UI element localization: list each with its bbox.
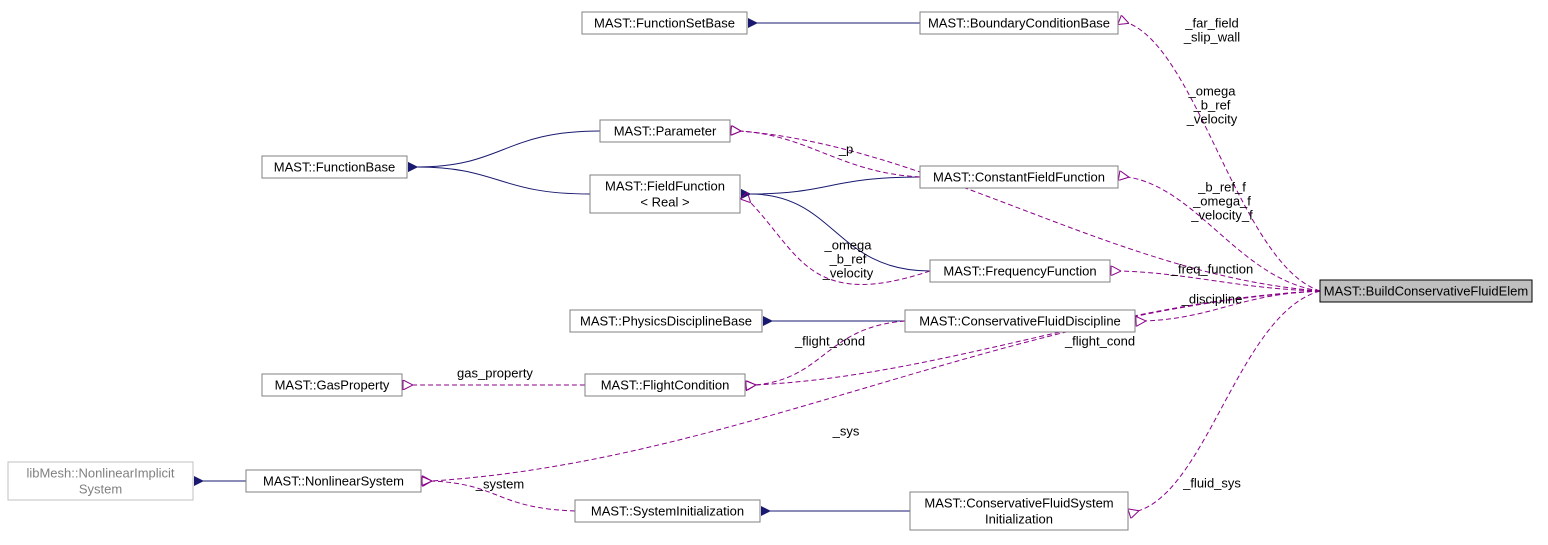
- node-label-libmesh1-1: libMesh::NonlinearImplicit: [26, 465, 174, 480]
- edge-label-build-bcbase-1: _slip_wall: [1183, 29, 1240, 44]
- node-label-ffreal1-1: MAST::FieldFunction: [605, 178, 725, 193]
- edge-label-sysinit-nlsys-0: _system: [475, 476, 524, 491]
- edge-label-build-cfd-0: _discipline: [1181, 291, 1243, 306]
- node-fsbase[interactable]: MAST::FunctionSetBase: [582, 12, 747, 34]
- edge-label-build-bcbase-0: _far_field: [1184, 15, 1238, 30]
- node-label-ffreal1-2: < Real >: [640, 194, 689, 209]
- node-label-cfsi1-1: MAST::ConservativeFluidSystem: [924, 495, 1113, 510]
- edge-label-build-nlsys-0: _sys: [832, 423, 860, 438]
- edge-param-to-fbase: [417, 131, 600, 167]
- node-label-libmesh1-2: System: [79, 481, 122, 496]
- edge-label-build-freqf-0: _freq_function: [1170, 261, 1253, 276]
- node-label-freqf: MAST::FrequencyFunction: [943, 263, 1096, 278]
- edge-label-freqf-ffreal1-1: _b_ref: [829, 251, 867, 266]
- edge-label-cfd-flight-0: _flight_cond: [794, 333, 865, 348]
- node-label-build: MAST::BuildConservativeFluidElem: [1324, 283, 1528, 298]
- node-libmesh1[interactable]: libMesh::NonlinearImplicitSystem: [8, 462, 193, 500]
- edge-label-build-cff-2: _velocity_f: [1190, 207, 1253, 222]
- node-nlsys[interactable]: MAST::NonlinearSystem: [246, 470, 421, 492]
- edge-label-flight-gasprop-0: gas_property: [457, 365, 533, 380]
- node-ffreal1[interactable]: MAST::FieldFunction< Real >: [590, 175, 740, 213]
- nodes-layer: MAST::BuildConservativeFluidElem MAST::Bo…: [8, 12, 1532, 530]
- edge-label-build-cfsi1-0: _fluid_sys: [1182, 475, 1241, 490]
- edge-ffreal1-to-fbase: [417, 167, 590, 194]
- node-bcbase[interactable]: MAST::BoundaryConditionBase: [920, 12, 1118, 34]
- node-build[interactable]: MAST::BuildConservativeFluidElem: [1320, 280, 1532, 302]
- edges-layer: [203, 23, 1320, 511]
- node-pdbase[interactable]: MAST::PhysicsDisciplineBase: [570, 310, 762, 332]
- edge-label-build-cff-1: _omega_f: [1192, 193, 1251, 208]
- edge-label-freqf-ffreal1-0: _omega: [824, 237, 873, 252]
- edge-cff-to-param: [740, 131, 920, 177]
- node-param[interactable]: MAST::Parameter: [600, 120, 730, 142]
- edge-build-to-nlsys: [431, 291, 1320, 481]
- node-cff[interactable]: MAST::ConstantFieldFunction: [920, 166, 1118, 188]
- edge-label-build-param-1: _b_ref: [1193, 97, 1231, 112]
- node-label-nlsys: MAST::NonlinearSystem: [263, 473, 404, 488]
- node-label-fbase: MAST::FunctionBase: [274, 159, 395, 174]
- node-fbase[interactable]: MAST::FunctionBase: [262, 156, 407, 178]
- node-label-bcbase: MAST::BoundaryConditionBase: [928, 15, 1110, 30]
- node-freqf[interactable]: MAST::FrequencyFunction: [930, 260, 1110, 282]
- edge-labels-layer: _far_field_slip_wall_omega_b_ref_velocit…: [457, 15, 1253, 491]
- node-sysinit[interactable]: MAST::SystemInitialization: [575, 500, 760, 522]
- edge-label-build-param-0: _omega: [1188, 83, 1237, 98]
- node-label-fsbase: MAST::FunctionSetBase: [594, 15, 735, 30]
- edge-cfd-to-flight: [755, 321, 905, 385]
- node-label-gasprop: MAST::GasProperty: [275, 377, 390, 392]
- edge-cff-to-ffreal1: [750, 177, 920, 194]
- edge-label-build-param-2: _velocity: [1186, 111, 1238, 126]
- node-flight[interactable]: MAST::FlightCondition: [585, 374, 745, 396]
- node-label-sysinit: MAST::SystemInitialization: [591, 503, 744, 518]
- edge-label-build-cff-0: _b_ref_f: [1197, 179, 1246, 194]
- node-gasprop[interactable]: MAST::GasProperty: [262, 374, 402, 396]
- node-label-cfsi1-2: Initialization: [985, 511, 1053, 526]
- edge-label-freqf-ffreal1-2: _velocity: [822, 265, 874, 280]
- node-cfsi1[interactable]: MAST::ConservativeFluidSystemInitializat…: [910, 492, 1128, 530]
- node-cfd[interactable]: MAST::ConservativeFluidDiscipline: [905, 310, 1135, 332]
- edge-label-build-flight-0: _flight_cond: [1064, 333, 1135, 348]
- node-label-pdbase: MAST::PhysicsDisciplineBase: [580, 313, 752, 328]
- edge-build-to-bcbase: [1128, 23, 1320, 291]
- node-label-cfd: MAST::ConservativeFluidDiscipline: [919, 313, 1121, 328]
- node-label-cff: MAST::ConstantFieldFunction: [933, 169, 1105, 184]
- node-label-flight: MAST::FlightCondition: [601, 377, 730, 392]
- edge-label-cff-param-0: _p: [838, 141, 853, 156]
- collaboration-diagram: MAST::BuildConservativeFluidElem MAST::Bo…: [0, 0, 1548, 545]
- node-label-param: MAST::Parameter: [614, 123, 717, 138]
